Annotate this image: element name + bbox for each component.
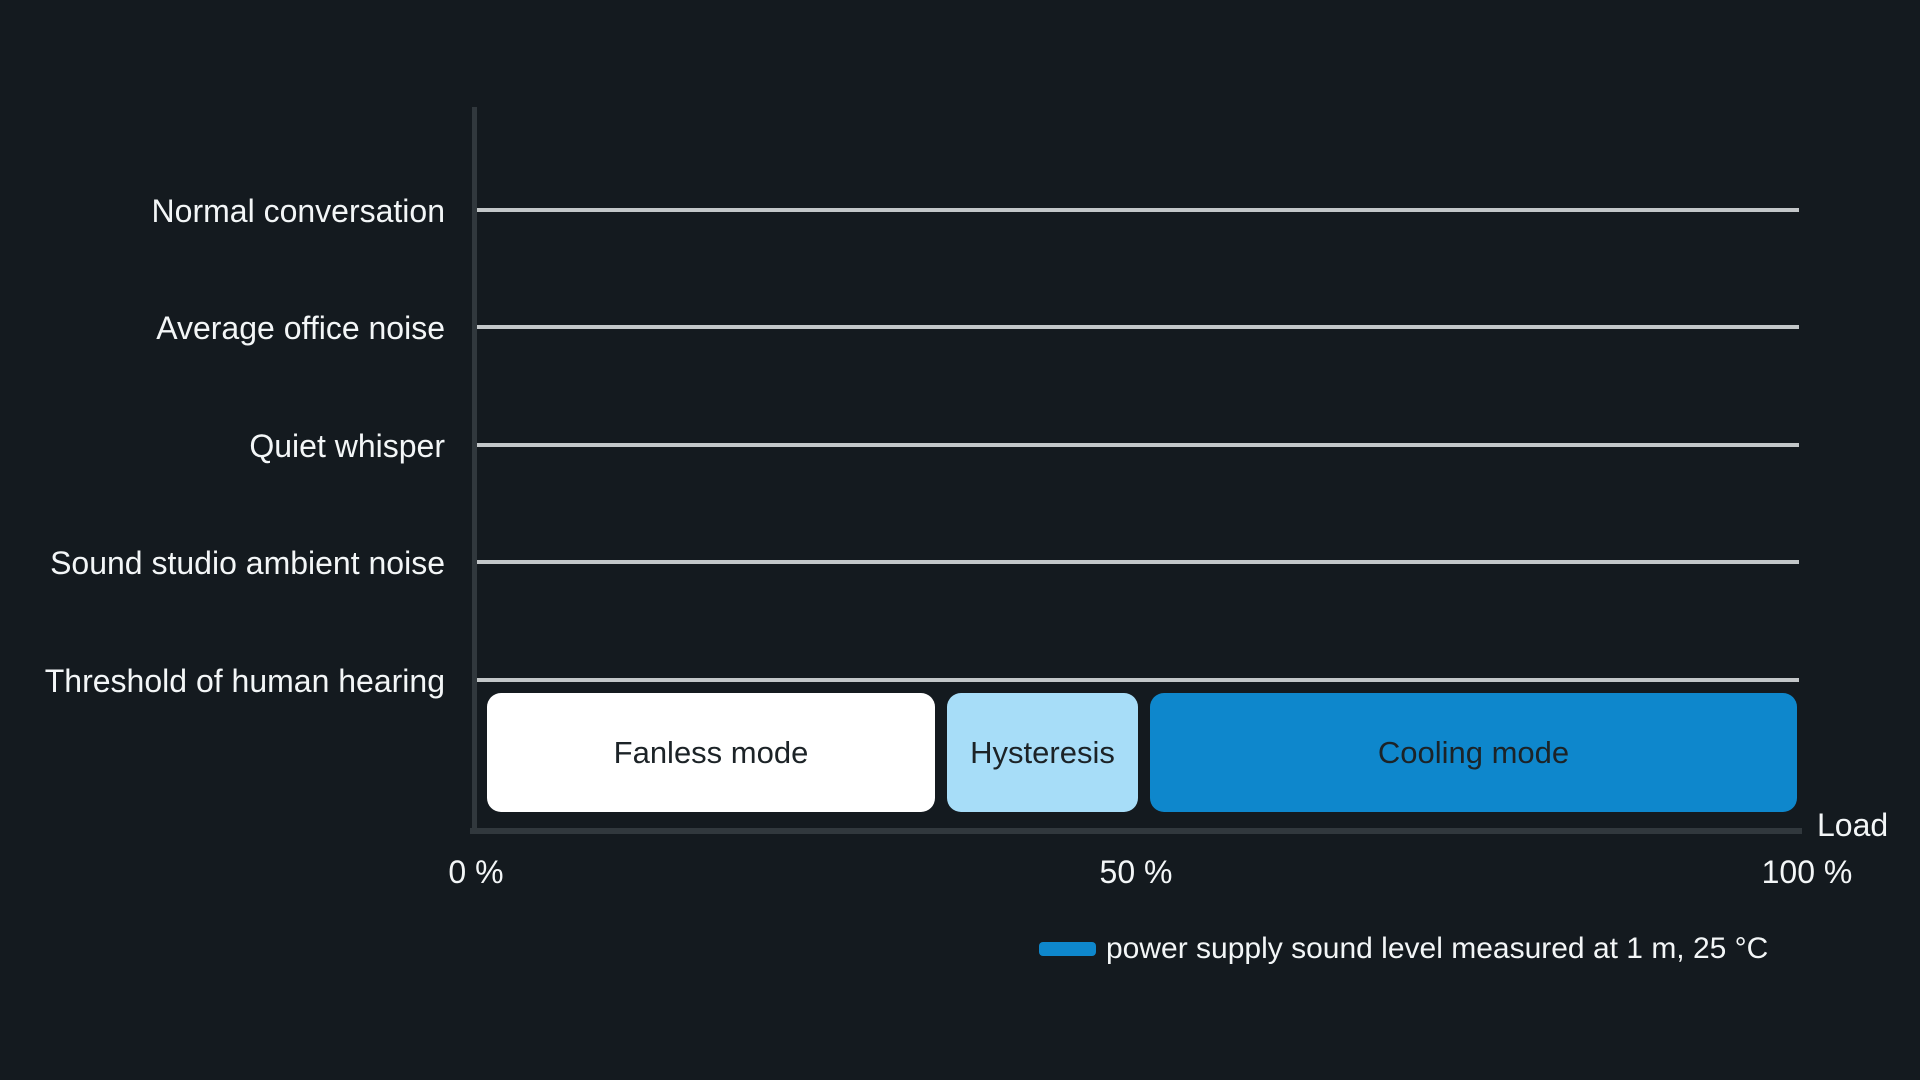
gridline-average-office-noise: [475, 325, 1799, 329]
y-axis-label-quiet-whisper: Quiet whisper: [249, 428, 445, 464]
x-axis-line: [470, 828, 1802, 834]
zone-cooling-mode-label: Cooling mode: [1377, 734, 1570, 770]
zone-fanless-mode-label: Fanless mode: [613, 734, 809, 770]
x-axis-title-load: Load: [1817, 807, 1889, 843]
y-axis-label-sound-studio-ambient-noise: Sound studio ambient noise: [50, 545, 445, 581]
gridline-sound-studio-ambient-noise: [475, 560, 1799, 564]
y-axis-line: [472, 107, 477, 834]
gridline-quiet-whisper: [475, 443, 1799, 447]
gridline-threshold-of-human-hearing: [475, 678, 1799, 682]
zone-cooling-mode: Cooling mode: [1150, 693, 1797, 812]
x-tick-100-percent: 100 %: [1761, 854, 1853, 890]
y-axis-label-average-office-noise: Average office noise: [156, 310, 445, 346]
gridline-normal-conversation: [475, 208, 1799, 212]
y-axis-label-normal-conversation: Normal conversation: [151, 193, 445, 229]
legend-label: power supply sound level measured at 1 m…: [1106, 932, 1769, 965]
zone-hysteresis: Hysteresis: [947, 693, 1138, 812]
zone-fanless-mode: Fanless mode: [487, 693, 935, 812]
x-tick-0-percent: 0 %: [448, 854, 504, 890]
x-tick-50-percent: 50 %: [1099, 854, 1173, 890]
zone-hysteresis-label: Hysteresis: [970, 734, 1115, 770]
legend-color-swatch: [1039, 942, 1096, 956]
y-axis-label-threshold-of-human-hearing: Threshold of human hearing: [44, 663, 445, 699]
